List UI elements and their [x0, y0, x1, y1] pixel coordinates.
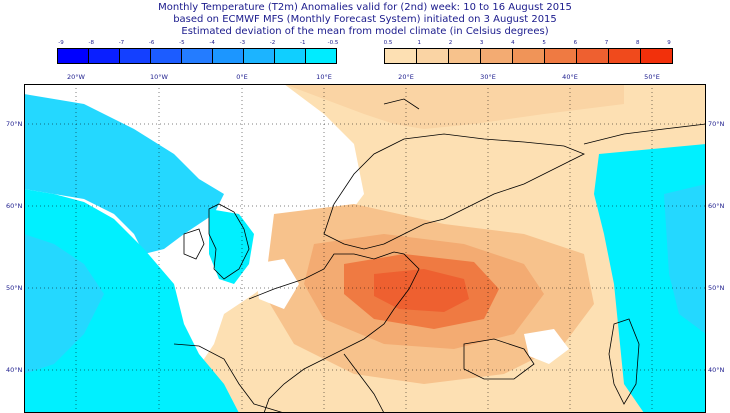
coastline-caspian: [608, 318, 640, 405]
cold-legend-tick-label: -1: [300, 40, 306, 46]
warm-region-5: [374, 269, 469, 312]
warm-legend-tick-label: 5: [542, 40, 546, 46]
warm-legend-swatch-1: [417, 49, 449, 63]
coastline-scandinavia: [323, 133, 585, 250]
cold-region-deep: [24, 234, 104, 374]
coastline-british-isles: [208, 203, 250, 280]
cold-legend-tick-label: -5: [179, 40, 185, 46]
anomaly-map: [24, 84, 706, 413]
cold-legend-tick-label: -3: [239, 40, 246, 46]
warm-legend-bar: [384, 48, 673, 64]
lat-label-60n-left: 60°N: [6, 202, 23, 210]
warm-legend-tick-label: 8: [636, 40, 640, 46]
lon-label-10e: 10°E: [316, 73, 332, 81]
warm-legend-tick-label: 6: [573, 40, 578, 46]
lon-label-50e: 50°E: [644, 73, 660, 81]
warm-legend-swatch-3: [481, 49, 513, 63]
warm-legend-swatch-4: [513, 49, 545, 63]
coastline-arctic-islands: [383, 98, 706, 145]
coastline-ireland: [183, 228, 205, 260]
lon-label-10w: 10°W: [150, 73, 168, 81]
warm-legend-tick-label: 1: [417, 40, 421, 46]
warm-legend-tick-label: 0.5: [383, 40, 393, 46]
cold-legend-swatch-4: [182, 49, 213, 63]
lat-label-50n-left: 50°N: [6, 284, 23, 292]
lat-label-40n-right: 40°N: [708, 366, 725, 374]
lon-label-40e: 40°E: [562, 73, 578, 81]
warm-legend-tick-label: 2: [448, 40, 453, 46]
warm-legend-tick-label: 9: [667, 40, 671, 46]
lon-label-30e: 30°E: [480, 73, 496, 81]
warm-legend-swatch-0: [385, 49, 417, 63]
cold-legend-swatch-5: [213, 49, 244, 63]
lon-label-0e: 0°E: [236, 73, 248, 81]
cold-legend-swatch-1: [89, 49, 120, 63]
lat-label-60n-right: 60°N: [708, 202, 725, 210]
coastline-mainland: [248, 251, 420, 413]
warm-legend-tick-label: 4: [511, 40, 515, 46]
neutral-patch-central: [254, 259, 299, 309]
cold-legend-tick-label: -0.5: [327, 40, 339, 46]
lat-label-70n-left: 70°N: [6, 120, 23, 128]
lat-label-50n-right: 50°N: [708, 284, 725, 292]
cold-legend-tick-label: -8: [88, 40, 94, 46]
cold-legend-tick-label: -2: [269, 40, 276, 46]
cold-legend-swatch-8: [306, 49, 336, 63]
cold-legend-tick-label: -6: [148, 40, 155, 46]
cold-legend-tick-label: -9: [58, 40, 64, 46]
cold-legend-swatch-6: [244, 49, 275, 63]
map-title-line-3: Estimated deviation of the mean from mod…: [181, 26, 549, 37]
cold-legend-swatch-0: [58, 49, 89, 63]
warm-legend-swatch-8: [641, 49, 672, 63]
lat-label-70n-right: 70°N: [708, 120, 725, 128]
cold-legend-bar: [57, 48, 337, 64]
cold-legend-swatch-7: [275, 49, 306, 63]
lon-label-20w: 20°W: [67, 73, 85, 81]
cold-region-british-isles: [209, 209, 254, 284]
cold-region-atlantic: [24, 94, 224, 254]
warm-legend-swatch-5: [545, 49, 577, 63]
map-grid: [24, 84, 706, 413]
neutral-patch-east: [524, 329, 569, 364]
warm-legend-swatch-7: [609, 49, 641, 63]
coastline-black-sea: [463, 338, 535, 380]
lat-label-40n-left: 40°N: [6, 366, 23, 374]
warm-legend-tick-label: 7: [604, 40, 609, 46]
coastline-iberia-italy: [173, 343, 385, 413]
map-title-line-1: Monthly Temperature (T2m) Anomalies vali…: [158, 2, 572, 13]
cold-legend-tick-label: -7: [118, 40, 125, 46]
map-title-line-2: based on ECMWF MFS (Monthly Forecast Sys…: [173, 14, 557, 25]
cold-legend-swatch-3: [151, 49, 182, 63]
warm-legend-tick-label: 3: [479, 40, 484, 46]
neutral-region-arctic: [284, 84, 624, 129]
cold-region-east-deep: [664, 184, 706, 334]
warm-legend-swatch-2: [449, 49, 481, 63]
cold-legend-tick-label: -4: [209, 40, 215, 46]
cold-legend-swatch-2: [120, 49, 151, 63]
warm-legend-swatch-6: [577, 49, 609, 63]
lon-label-20e: 20°E: [398, 73, 414, 81]
cold-region-atlantic-south: [24, 189, 239, 413]
